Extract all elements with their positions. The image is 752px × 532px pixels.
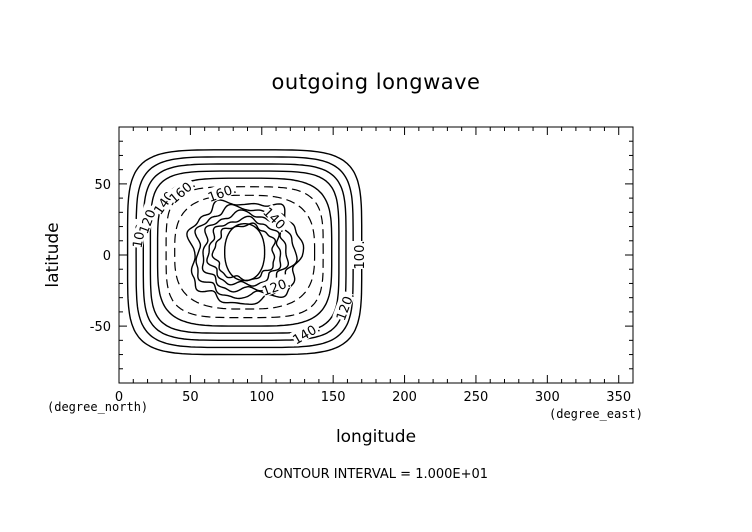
contour-line-100 bbox=[126, 149, 363, 356]
contour-label-text: 160. bbox=[167, 177, 199, 207]
y-tick-label: -50 bbox=[90, 320, 111, 335]
contour-label-bg bbox=[289, 319, 322, 346]
contour-label-bg bbox=[260, 273, 292, 297]
plot-frame bbox=[118, 126, 634, 384]
contour-label-text: 100. bbox=[353, 241, 368, 270]
x-tick-label: 250 bbox=[464, 390, 489, 405]
contour-line-150 bbox=[165, 186, 324, 319]
contour-line-120 bbox=[142, 163, 347, 341]
x-tick-label: 0 bbox=[115, 390, 123, 405]
axes: 0 50 100 150 200 250 300 350 -50 0 50 bbox=[90, 126, 634, 405]
contour-label-bg bbox=[332, 290, 356, 322]
contour-lines bbox=[126, 149, 363, 356]
contour-line-120 bbox=[206, 215, 282, 287]
contour-label: 100. bbox=[350, 241, 368, 270]
contour-line-110 bbox=[211, 222, 277, 282]
contour-label: 160. bbox=[205, 180, 238, 206]
contour-line-110 bbox=[135, 156, 354, 349]
contour-line-140 bbox=[156, 177, 333, 327]
y-tick-label: 0 bbox=[103, 249, 111, 264]
contour-interval-note: CONTOUR INTERVAL = 1.000E+01 bbox=[263, 467, 489, 482]
contour-line-150 bbox=[186, 199, 305, 306]
y-tick-label: 50 bbox=[94, 178, 111, 193]
contour-label-bg bbox=[205, 180, 238, 203]
x-axis-label: longitude bbox=[335, 427, 417, 447]
x-tick-label: 300 bbox=[535, 390, 560, 405]
contour-line-100 bbox=[223, 222, 266, 282]
x-tick-label: 350 bbox=[606, 390, 631, 405]
chart-title: outgoing longwave bbox=[271, 70, 481, 94]
contour-label-bg bbox=[165, 175, 197, 205]
contour-label-bg bbox=[350, 241, 365, 269]
y-axis-label: latitude bbox=[43, 222, 63, 288]
x-axis-units: (degree_east) bbox=[549, 407, 643, 421]
x-tick-label: 150 bbox=[321, 390, 346, 405]
y-axis-units: (degree_north) bbox=[47, 400, 149, 414]
x-tick-label: 200 bbox=[392, 390, 417, 405]
contour-label-bg bbox=[135, 203, 158, 235]
contour-label-bg bbox=[261, 203, 292, 234]
x-tick-label: 100 bbox=[249, 390, 274, 405]
contour-label-text: 160. bbox=[206, 182, 238, 206]
x-tick-label: 50 bbox=[182, 390, 199, 405]
contour-line-160 bbox=[174, 194, 316, 310]
